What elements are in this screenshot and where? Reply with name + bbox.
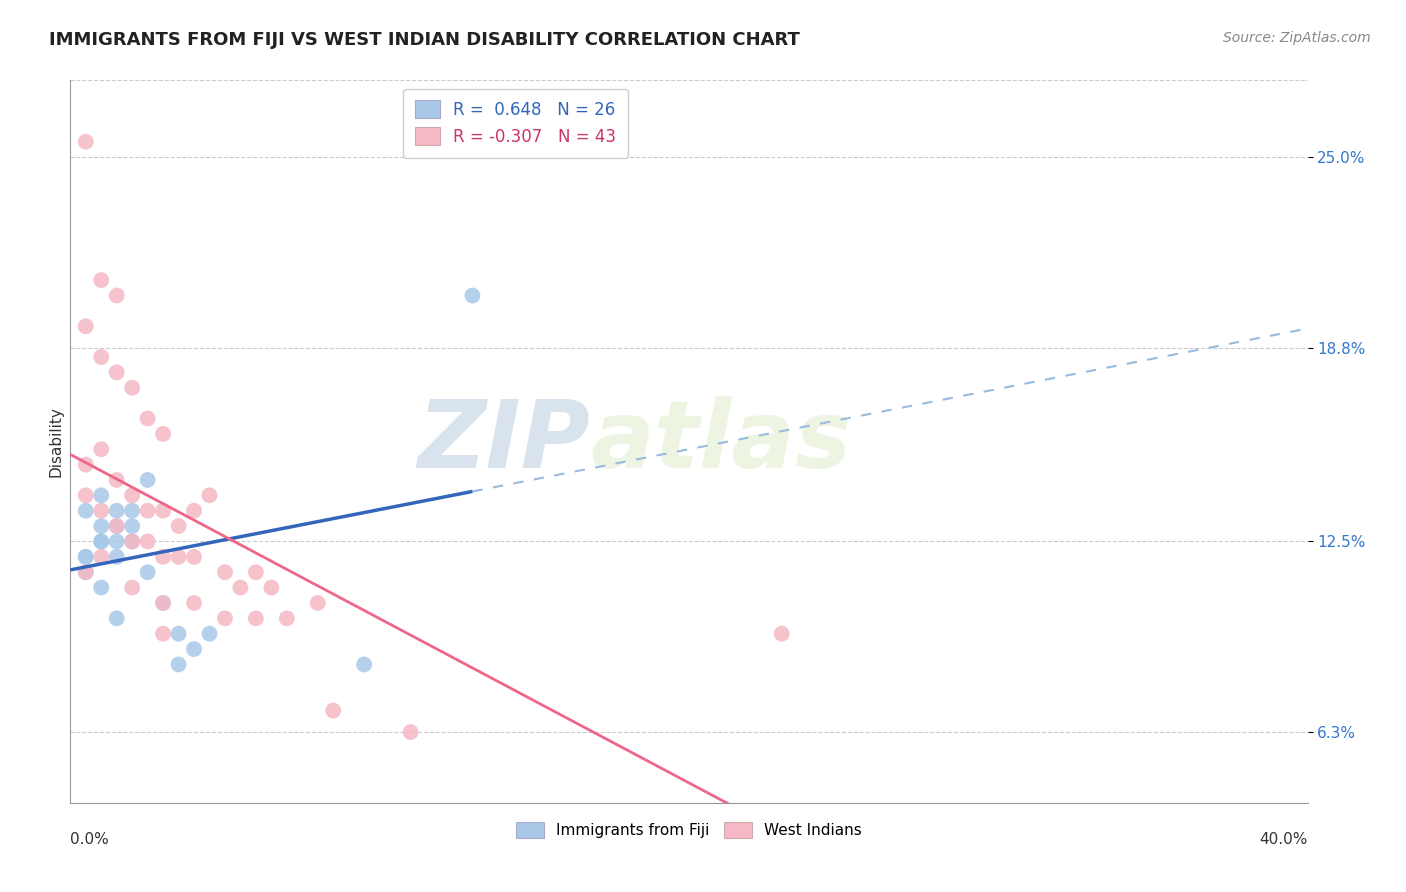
Point	[229, 581, 252, 595]
Point	[322, 704, 344, 718]
Point	[75, 565, 97, 579]
Point	[121, 488, 143, 502]
Point	[75, 565, 97, 579]
Point	[75, 488, 97, 502]
Point	[90, 350, 112, 364]
Point	[152, 426, 174, 441]
Point	[214, 565, 236, 579]
Point	[183, 642, 205, 657]
Point	[152, 596, 174, 610]
Point	[121, 519, 143, 533]
Point	[183, 596, 205, 610]
Point	[121, 534, 143, 549]
Legend: Immigrants from Fiji, West Indians: Immigrants from Fiji, West Indians	[509, 814, 869, 846]
Point	[198, 488, 221, 502]
Point	[770, 626, 793, 640]
Text: atlas: atlas	[591, 395, 851, 488]
Point	[307, 596, 329, 610]
Point	[105, 534, 128, 549]
Point	[90, 488, 112, 502]
Point	[121, 581, 143, 595]
Point	[121, 504, 143, 518]
Point	[461, 288, 484, 302]
Point	[260, 581, 283, 595]
Point	[353, 657, 375, 672]
Point	[167, 519, 190, 533]
Point	[183, 504, 205, 518]
Point	[75, 549, 97, 564]
Point	[136, 473, 159, 487]
Point	[152, 504, 174, 518]
Point	[75, 549, 97, 564]
Point	[90, 581, 112, 595]
Text: ZIP: ZIP	[418, 395, 591, 488]
Point	[214, 611, 236, 625]
Text: 0.0%: 0.0%	[70, 831, 110, 847]
Point	[198, 626, 221, 640]
Point	[105, 549, 128, 564]
Text: Source: ZipAtlas.com: Source: ZipAtlas.com	[1223, 31, 1371, 45]
Point	[90, 519, 112, 533]
Point	[136, 534, 159, 549]
Point	[245, 565, 267, 579]
Point	[90, 442, 112, 457]
Point	[136, 411, 159, 425]
Point	[136, 504, 159, 518]
Point	[90, 273, 112, 287]
Text: 40.0%: 40.0%	[1260, 831, 1308, 847]
Point	[167, 549, 190, 564]
Point	[105, 288, 128, 302]
Point	[105, 519, 128, 533]
Point	[183, 549, 205, 564]
Point	[90, 504, 112, 518]
Point	[167, 626, 190, 640]
Y-axis label: Disability: Disability	[48, 406, 63, 477]
Point	[136, 565, 159, 579]
Point	[167, 657, 190, 672]
Point	[105, 365, 128, 379]
Point	[75, 504, 97, 518]
Point	[75, 135, 97, 149]
Text: IMMIGRANTS FROM FIJI VS WEST INDIAN DISABILITY CORRELATION CHART: IMMIGRANTS FROM FIJI VS WEST INDIAN DISA…	[49, 31, 800, 49]
Point	[90, 534, 112, 549]
Point	[152, 596, 174, 610]
Point	[90, 534, 112, 549]
Point	[152, 549, 174, 564]
Point	[105, 473, 128, 487]
Point	[105, 504, 128, 518]
Point	[105, 611, 128, 625]
Point	[152, 626, 174, 640]
Point	[90, 549, 112, 564]
Point	[105, 519, 128, 533]
Point	[75, 458, 97, 472]
Point	[121, 381, 143, 395]
Point	[399, 725, 422, 739]
Point	[276, 611, 298, 625]
Point	[245, 611, 267, 625]
Point	[121, 534, 143, 549]
Point	[75, 319, 97, 334]
